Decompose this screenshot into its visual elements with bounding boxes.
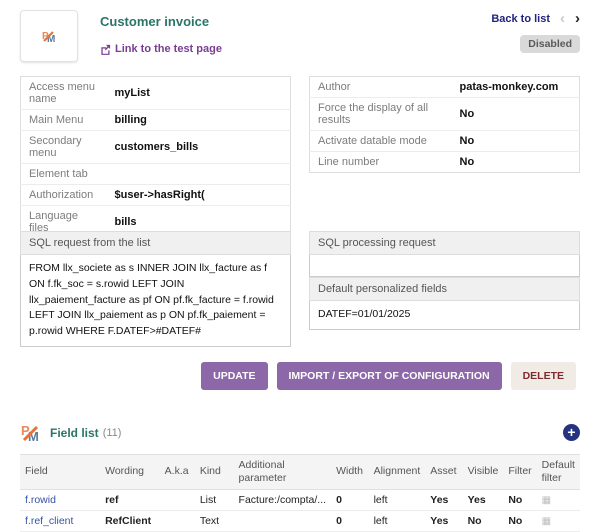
property-value: billing: [107, 110, 291, 131]
right-properties-table: Author patas-monkey.com Force the displa…: [309, 76, 580, 173]
field-list-table: Field Wording A.k.a Kind Additional para…: [20, 454, 580, 532]
property-label: Authorization: [21, 185, 107, 206]
chevron-right-icon[interactable]: ›: [575, 13, 580, 25]
property-label: Main Menu: [21, 110, 107, 131]
test-page-link[interactable]: Link to the test page: [100, 43, 222, 55]
column-header-wording: Wording: [100, 454, 160, 489]
table-row: Main Menu billing: [21, 110, 291, 131]
header-nav: Back to list ‹ › Disabled: [420, 8, 580, 70]
field-aka: [160, 490, 195, 511]
field-additional-parameter: Facture:/compta/...: [234, 490, 332, 511]
module-thumbnail: P M: [20, 10, 78, 62]
table-row: Access menu name myList: [21, 77, 291, 110]
property-value: myList: [107, 77, 291, 110]
pm-logo-icon: P M: [20, 422, 42, 444]
property-value: No: [452, 98, 580, 131]
table-row: f.ref_client RefClient Text 0 left Yes N…: [20, 511, 580, 532]
chevron-left-icon: ‹: [560, 13, 565, 25]
sql-processing-content: [309, 255, 580, 277]
field-table-header-row: Field Wording A.k.a Kind Additional para…: [20, 454, 580, 489]
table-row: Line number No: [310, 152, 580, 173]
column-header-alignment: Alignment: [369, 454, 426, 489]
add-field-button[interactable]: +: [563, 424, 580, 441]
field-asset: Yes: [425, 490, 462, 511]
property-value: customers_bills: [107, 131, 291, 164]
table-row: Secondary menu customers_bills: [21, 131, 291, 164]
default-filter-grid-icon[interactable]: ▦: [542, 495, 551, 506]
title-block: Customer invoice Link to the test page: [100, 8, 420, 70]
back-to-list-link[interactable]: Back to list: [491, 13, 550, 25]
table-row: Element tab: [21, 164, 291, 185]
column-header-kind: Kind: [195, 454, 234, 489]
field-wording: ref: [100, 490, 160, 511]
status-badge: Disabled: [520, 35, 580, 53]
default-filter-grid-icon[interactable]: ▦: [542, 516, 551, 527]
field-link[interactable]: f.rowid: [25, 494, 56, 506]
field-kind: List: [195, 490, 234, 511]
column-header-additional-parameter: Additional parameter: [234, 454, 332, 489]
property-label: Force the display of all results: [310, 98, 452, 131]
field-width: 0: [331, 511, 369, 532]
field-aka: [160, 511, 195, 532]
property-value: $user->hasRight(: [107, 185, 291, 206]
update-button[interactable]: UPDATE: [201, 362, 267, 390]
default-fields-content: DATEF=01/01/2025: [309, 301, 580, 330]
property-value: patas-monkey.com: [452, 77, 580, 98]
column-header-width: Width: [331, 454, 369, 489]
sql-list-content: FROM llx_societe as s INNER JOIN llx_fac…: [20, 255, 291, 347]
table-row: Force the display of all results No: [310, 98, 580, 131]
field-additional-parameter: [234, 511, 332, 532]
column-header-visible: Visible: [463, 454, 504, 489]
action-bar: UPDATE IMPORT / EXPORT OF CONFIGURATION …: [20, 362, 580, 390]
field-filter: No: [503, 511, 536, 532]
property-label: Line number: [310, 152, 452, 173]
property-value: [107, 164, 291, 185]
field-list-header: P M Field list (11) +: [20, 420, 580, 446]
properties-columns: Access menu name myList Main Menu billin…: [20, 76, 580, 347]
sql-processing-header: SQL processing request: [309, 231, 580, 255]
field-visible: Yes: [463, 490, 504, 511]
field-link[interactable]: f.ref_client: [25, 515, 73, 527]
table-row: f.rowid ref List Facture:/compta/... 0 l…: [20, 490, 580, 511]
field-wording: RefClient: [100, 511, 160, 532]
left-column: Access menu name myList Main Menu billin…: [20, 76, 291, 347]
default-fields-header: Default personalized fields: [309, 277, 580, 301]
field-width: 0: [331, 490, 369, 511]
field-alignment: left: [369, 511, 426, 532]
field-asset: Yes: [425, 511, 462, 532]
column-header-filter: Filter: [503, 454, 536, 489]
table-row: Authorization $user->hasRight(: [21, 185, 291, 206]
page-title: Customer invoice: [100, 8, 420, 29]
field-list-title: Field list: [50, 426, 99, 440]
field-list-count: (11): [103, 427, 122, 439]
table-row: Author patas-monkey.com: [310, 77, 580, 98]
table-row: Activate datable mode No: [310, 131, 580, 152]
column-header-asset: Asset: [425, 454, 462, 489]
property-label: Element tab: [21, 164, 107, 185]
right-column: Author patas-monkey.com Force the displa…: [309, 76, 580, 347]
property-label: Activate datable mode: [310, 131, 452, 152]
column-header-field: Field: [20, 454, 100, 489]
plus-icon: +: [567, 425, 575, 439]
property-value: No: [452, 131, 580, 152]
property-value: No: [452, 152, 580, 173]
left-properties-table: Access menu name myList Main Menu billin…: [20, 76, 291, 239]
field-alignment: left: [369, 490, 426, 511]
page-header: P M Customer invoice Link to the test pa…: [20, 8, 580, 70]
delete-button[interactable]: DELETE: [511, 362, 576, 390]
field-visible: No: [463, 511, 504, 532]
column-header-default-filter: Default filter: [537, 454, 580, 489]
field-kind: Text: [195, 511, 234, 532]
property-label: Secondary menu: [21, 131, 107, 164]
import-export-button[interactable]: IMPORT / EXPORT OF CONFIGURATION: [277, 362, 502, 390]
sql-list-header: SQL request from the list: [20, 231, 291, 255]
pm-logo-icon: P M: [41, 28, 57, 44]
property-label: Access menu name: [21, 77, 107, 110]
field-filter: No: [503, 490, 536, 511]
column-header-aka: A.k.a: [160, 454, 195, 489]
property-label: Author: [310, 77, 452, 98]
external-link-icon: [100, 44, 111, 55]
module-config-page: P M Customer invoice Link to the test pa…: [0, 0, 600, 532]
test-page-link-label: Link to the test page: [115, 43, 222, 55]
